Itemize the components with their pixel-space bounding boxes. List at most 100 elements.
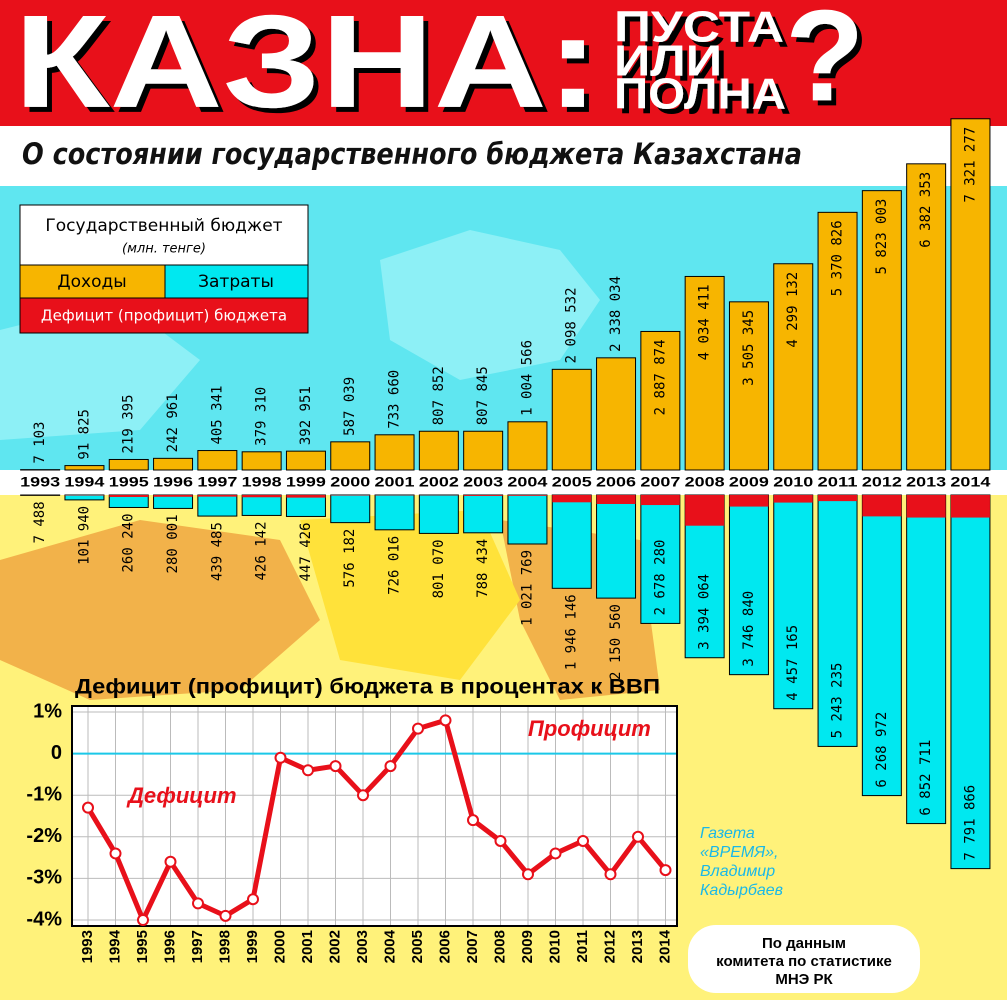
income-bar bbox=[596, 357, 637, 471]
value-label: 1 946 146 bbox=[564, 594, 580, 670]
source-line: По данным bbox=[762, 935, 846, 952]
legend-title: Государственный бюджет bbox=[45, 216, 282, 236]
legend-label: Дефицит (профицит) бюджета bbox=[41, 307, 287, 325]
expense-bar bbox=[817, 494, 858, 747]
question-line: ПУСТА bbox=[614, 3, 784, 52]
point bbox=[247, 893, 259, 906]
legend-swatch bbox=[164, 264, 309, 299]
x-tick-label: 1997 bbox=[197, 474, 237, 490]
x-tick-label: 2005 bbox=[409, 930, 426, 963]
income-bar bbox=[418, 430, 459, 471]
value-label: 2 678 280 bbox=[652, 540, 668, 616]
expense-bar bbox=[330, 494, 371, 524]
x-tick-label: 2003 bbox=[354, 930, 371, 963]
expense-bar bbox=[507, 494, 548, 545]
x-tick-label: 1999 bbox=[244, 930, 261, 963]
source-line: комитета по статистике bbox=[716, 953, 892, 970]
plot-area bbox=[72, 706, 677, 926]
expense-bar bbox=[950, 494, 991, 870]
x-tick-label: 2010 bbox=[546, 930, 563, 963]
expense-bar bbox=[463, 494, 504, 534]
balance-bar bbox=[463, 495, 503, 496]
question-line: ПОЛНА bbox=[614, 70, 786, 119]
x-tick-label: 2014 bbox=[656, 929, 673, 963]
point bbox=[412, 722, 424, 735]
income-bar bbox=[153, 457, 194, 471]
point bbox=[357, 789, 369, 802]
point bbox=[329, 760, 342, 773]
x-tick-label: 1995 bbox=[134, 930, 151, 963]
x-tick-label: 1994 bbox=[64, 474, 104, 490]
income-bar bbox=[330, 441, 371, 471]
subtitle-band bbox=[0, 126, 1007, 186]
value-label: 5 243 235 bbox=[830, 663, 846, 739]
value-label: 379 310 bbox=[254, 387, 270, 446]
x-tick-label: 1995 bbox=[109, 474, 149, 490]
value-label: 7 488 bbox=[32, 501, 48, 543]
income-bar bbox=[197, 450, 238, 471]
value-label: 3 505 345 bbox=[741, 310, 757, 386]
value-label: 2 338 034 bbox=[608, 276, 624, 352]
value-label: 405 341 bbox=[209, 386, 225, 445]
x-tick-label: 2012 bbox=[862, 474, 902, 490]
legend-label: Доходы bbox=[57, 272, 126, 292]
x-tick-label: 2013 bbox=[906, 474, 946, 490]
x-tick-label: 2007 bbox=[640, 474, 680, 490]
income-bar bbox=[374, 434, 415, 471]
x-tick-label: 2009 bbox=[729, 474, 769, 490]
x-tick-label: 2010 bbox=[773, 474, 813, 490]
value-label: 587 039 bbox=[342, 377, 358, 436]
value-label: 576 182 bbox=[342, 529, 358, 588]
x-tick-label: 1998 bbox=[216, 930, 233, 963]
balance-bar bbox=[552, 495, 592, 503]
point bbox=[632, 830, 644, 843]
legend: Государственный бюджет (млн. тенге) Дохо… bbox=[19, 204, 309, 334]
header-band bbox=[0, 0, 1007, 126]
x-tick-label: 2013 bbox=[629, 930, 646, 963]
expense-bar bbox=[773, 494, 814, 710]
point bbox=[82, 801, 94, 814]
point bbox=[109, 847, 122, 860]
x-tick-label: 2008 bbox=[491, 930, 508, 963]
question-mark: ? bbox=[785, 0, 864, 128]
credit: Газета «ВРЕМЯ», Владимир Кадырбаев bbox=[700, 825, 783, 899]
income-bar bbox=[507, 421, 548, 471]
y-tick-label: 0 bbox=[51, 742, 62, 764]
credit-line: «ВРЕМЯ», bbox=[700, 844, 779, 861]
expense-bar bbox=[418, 494, 459, 534]
balance-bar bbox=[330, 495, 370, 496]
line-chart: Дефицит (профицит) бюджета в процентах к… bbox=[26, 676, 678, 963]
point bbox=[137, 914, 149, 926]
x-tick-label: 2004 bbox=[381, 929, 398, 963]
income-bar bbox=[684, 275, 725, 471]
balance-bar bbox=[862, 495, 902, 517]
legend-label: Затраты bbox=[198, 272, 274, 292]
map-region bbox=[0, 520, 660, 700]
balance-bar bbox=[818, 495, 858, 502]
year-strip bbox=[0, 470, 1007, 495]
balance-bar bbox=[906, 495, 946, 518]
point bbox=[192, 897, 204, 910]
value-label: 5 370 826 bbox=[830, 220, 846, 296]
value-label: 2 150 560 bbox=[608, 604, 624, 680]
annotation: Дефицит bbox=[126, 783, 237, 808]
x-tick-label: 1998 bbox=[242, 474, 282, 490]
income-bar bbox=[950, 118, 991, 471]
x-tick-label: 2002 bbox=[326, 930, 343, 963]
x-tick-label: 2004 bbox=[507, 474, 547, 490]
x-tick-label: 1996 bbox=[153, 474, 193, 490]
x-tick-label: 2012 bbox=[601, 930, 618, 963]
expense-bar bbox=[285, 494, 326, 517]
value-label: 242 961 bbox=[165, 393, 181, 452]
balance-bar bbox=[286, 495, 326, 498]
value-label: 807 845 bbox=[475, 366, 491, 425]
balance-bar bbox=[197, 495, 237, 497]
value-label: 439 485 bbox=[209, 522, 225, 581]
balance-bar bbox=[507, 495, 547, 496]
expense-bar bbox=[241, 494, 282, 516]
value-label: 219 395 bbox=[121, 394, 137, 453]
point bbox=[384, 760, 397, 773]
expense-bar bbox=[861, 494, 902, 797]
value-label: 801 070 bbox=[431, 539, 447, 598]
value-label: 726 016 bbox=[387, 536, 403, 595]
